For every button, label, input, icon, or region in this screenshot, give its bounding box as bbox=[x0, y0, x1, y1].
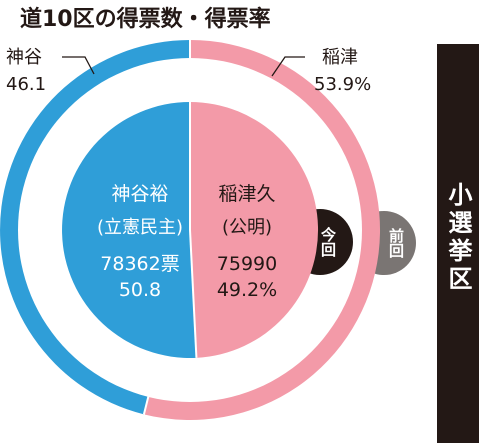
chart-title: 道10区の得票数・得票率 bbox=[20, 6, 271, 32]
leader-line-left bbox=[62, 56, 95, 75]
side-label: 小選挙区 bbox=[444, 182, 473, 294]
inner-pie-divider-1 bbox=[189, 229, 198, 358]
inner-right-name: 稲津久 bbox=[218, 183, 275, 205]
outer-right-value: 53.9% bbox=[314, 74, 371, 95]
outer-left-value: 46.1 bbox=[6, 74, 46, 95]
leader-line-right bbox=[271, 56, 305, 77]
inner-pie-slice-left bbox=[62, 102, 197, 358]
inner-left-name: 神谷裕 bbox=[111, 183, 168, 205]
inner-left-party: (立憲民主) bbox=[97, 216, 183, 238]
outer-left-name: 神谷 bbox=[6, 47, 42, 68]
prev-tab-label: 前回 bbox=[387, 227, 405, 259]
inner-right-party: (公明) bbox=[222, 217, 272, 238]
side-bar bbox=[437, 44, 479, 443]
outer-right-name: 稲津 bbox=[322, 47, 358, 68]
inner-right-votes: 75990 bbox=[217, 253, 277, 275]
inner-pie-slice-right bbox=[190, 102, 319, 358]
inner-right-pct: 49.2% bbox=[217, 279, 277, 301]
inner-left-pct: 50.8 bbox=[119, 279, 161, 301]
inner-pie bbox=[62, 102, 319, 358]
inner-left-votes: 78362票 bbox=[100, 253, 179, 275]
now-tab-label: 今回 bbox=[319, 226, 337, 258]
